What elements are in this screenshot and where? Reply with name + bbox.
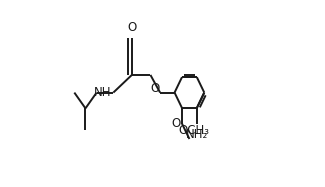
Text: NH: NH	[94, 86, 111, 99]
Text: O: O	[171, 117, 180, 130]
Text: O: O	[127, 21, 136, 34]
Text: NH₂: NH₂	[186, 128, 208, 141]
Text: OCH₃: OCH₃	[178, 124, 210, 137]
Text: O: O	[150, 82, 159, 95]
